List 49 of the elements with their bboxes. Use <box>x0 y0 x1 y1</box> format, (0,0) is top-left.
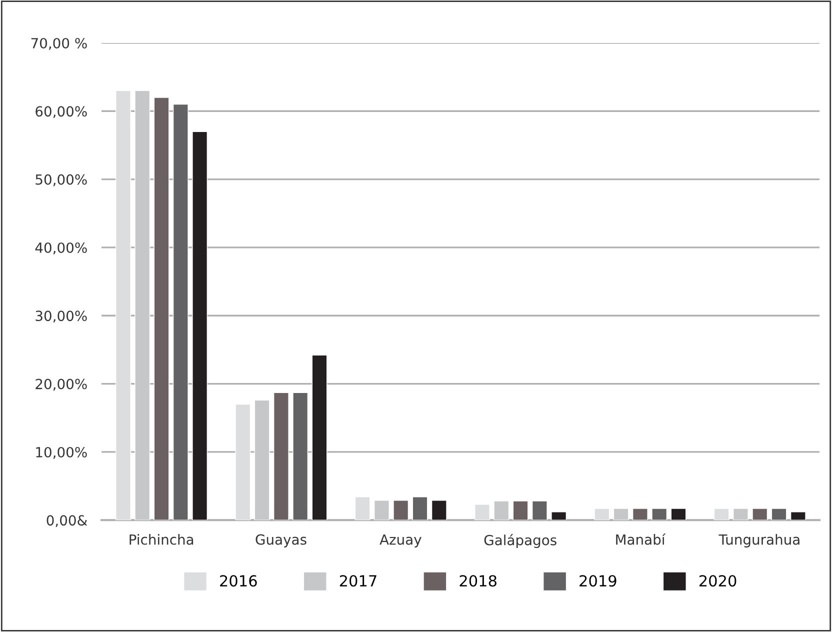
y-tick-label: 10,00% <box>36 446 87 459</box>
bar <box>494 500 510 520</box>
x-tick-label: Pichincha <box>130 534 194 545</box>
bar <box>714 508 730 520</box>
bar <box>613 508 629 520</box>
y-tick-label: 0,00& <box>46 515 88 528</box>
bar <box>551 512 567 520</box>
x-tick-label: Tungurahua <box>718 534 800 548</box>
bar <box>154 97 170 520</box>
bar <box>474 504 490 520</box>
legend-label: 2017 <box>340 575 376 587</box>
bar <box>134 90 150 520</box>
y-tick-label: 40,00% <box>35 242 87 254</box>
bar <box>632 508 648 520</box>
bar <box>116 90 131 520</box>
bar <box>412 496 428 520</box>
bar <box>594 508 610 520</box>
bar <box>393 500 409 520</box>
bar <box>192 131 208 520</box>
y-tick-label: 70,00 % <box>31 38 87 50</box>
y-tick-label: 60,00% <box>36 106 87 118</box>
y-tick-label: 20,00% <box>36 378 87 391</box>
bar <box>292 392 308 520</box>
y-tick-label: 50,00% <box>36 174 87 186</box>
bar <box>771 508 787 520</box>
bar <box>790 512 806 520</box>
legend-label: 2016 <box>220 575 257 587</box>
bar <box>273 392 289 520</box>
bar <box>354 496 370 520</box>
legend-label: 2018 <box>460 575 496 587</box>
x-tick-label: Azuay <box>380 534 422 548</box>
bar <box>532 500 548 520</box>
bar <box>312 354 328 520</box>
bar <box>431 500 447 520</box>
x-tick-label: Guayas <box>256 534 306 548</box>
bar <box>670 508 686 520</box>
bar <box>752 508 768 520</box>
bar <box>235 404 251 520</box>
bar <box>254 400 270 520</box>
legend-label: 2020 <box>699 575 736 587</box>
x-tick-label: Galápagos <box>484 534 556 548</box>
bar <box>512 500 528 520</box>
x-tick-label: Manabí <box>616 533 666 545</box>
legend-label: 2019 <box>580 575 616 587</box>
bar <box>172 104 188 520</box>
bar <box>652 508 668 520</box>
y-tick-label: 30,00% <box>36 310 87 323</box>
bar <box>733 508 748 520</box>
bar <box>374 500 390 520</box>
